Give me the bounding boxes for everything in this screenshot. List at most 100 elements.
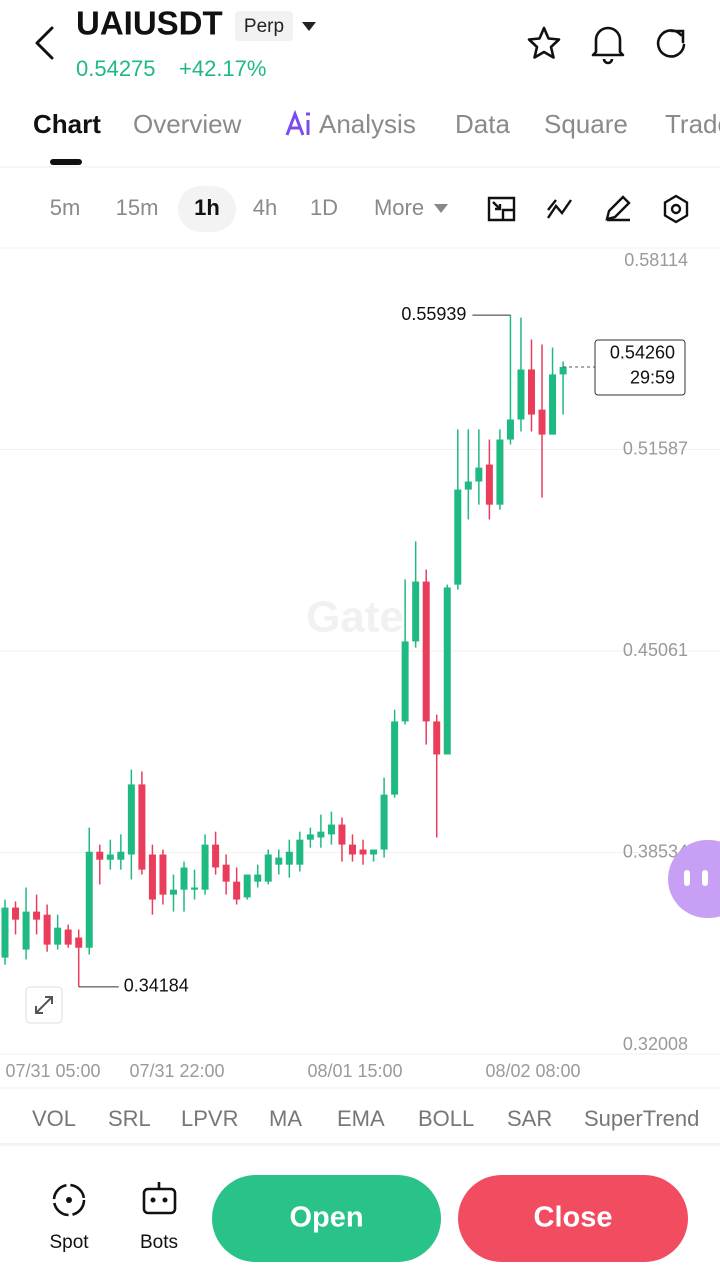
bots-label: Bots xyxy=(140,1232,178,1253)
x-tick-label: 07/31 05:00 xyxy=(5,1061,100,1081)
more-arrow[interactable] xyxy=(434,204,448,213)
close-label: Close xyxy=(534,1202,613,1234)
candle-body xyxy=(296,839,304,865)
indicator-option[interactable]: VOL xyxy=(32,1106,76,1131)
tab[interactable]: Square xyxy=(544,109,628,139)
interval-option[interactable]: 5m xyxy=(50,195,81,220)
candle-body xyxy=(96,851,104,860)
y-tick-label: 0.45061 xyxy=(623,640,688,660)
tab-bar: Chart Overview Analysis Data Square Trade xyxy=(33,109,720,139)
candle-body xyxy=(1,907,9,958)
candle-body xyxy=(191,887,199,890)
candle-body xyxy=(85,851,93,948)
x-tick-label: 08/02 08:00 xyxy=(485,1061,580,1081)
candle-body xyxy=(475,467,483,482)
indicator-option[interactable]: SRL xyxy=(108,1106,151,1131)
candle-body xyxy=(275,857,283,865)
symbol: UAIUSDT xyxy=(76,5,223,42)
back-button[interactable] xyxy=(35,26,54,60)
watermark: Gate xyxy=(306,593,404,642)
interval-option[interactable]: More xyxy=(374,195,424,220)
candle-body xyxy=(212,844,220,868)
candle-body xyxy=(222,864,230,882)
candle-body xyxy=(348,844,356,855)
indicator-icon[interactable] xyxy=(547,199,572,219)
ai-icon-glyph xyxy=(285,109,310,136)
candle-body xyxy=(391,721,399,795)
candle-body xyxy=(12,907,20,920)
candle-body xyxy=(254,874,262,882)
tab-indicator xyxy=(50,159,82,165)
tab[interactable]: Trade xyxy=(665,109,720,139)
assistant-eye xyxy=(684,870,690,886)
settings-icon[interactable] xyxy=(663,194,689,224)
candle-body xyxy=(412,581,420,642)
candle-body xyxy=(33,911,41,920)
spot-button[interactable]: Spot xyxy=(49,1183,89,1253)
interval-active-bg xyxy=(178,186,236,232)
indicator-option[interactable]: MA xyxy=(269,1106,302,1131)
share-icon[interactable] xyxy=(656,29,686,58)
indicator-option[interactable]: LPVR xyxy=(181,1106,238,1131)
candle-body xyxy=(538,409,546,435)
candle-body xyxy=(401,641,409,722)
favorite-icon[interactable] xyxy=(527,26,561,59)
interval-option[interactable]: 15m xyxy=(116,195,159,220)
y-tick-label: 0.38534 xyxy=(623,841,688,861)
candle-body xyxy=(327,824,335,835)
close-button[interactable]: Close xyxy=(458,1175,688,1262)
tab[interactable]: Chart xyxy=(33,109,101,139)
y-tick-label: 0.51587 xyxy=(623,438,688,458)
candle-body xyxy=(370,849,378,855)
open-button-bg xyxy=(212,1175,441,1262)
dropdown-icon[interactable] xyxy=(302,22,316,31)
candle-body xyxy=(138,784,146,870)
indicator-option[interactable]: SuperTrend xyxy=(584,1106,699,1131)
chart-tools xyxy=(487,194,689,224)
badge: Perp xyxy=(244,16,284,37)
candle-body xyxy=(22,911,30,950)
indicator-option[interactable]: BOLL xyxy=(418,1106,474,1131)
interval-option[interactable]: 4h xyxy=(253,195,277,220)
indicator-option[interactable]: EMA xyxy=(337,1106,385,1131)
change: +42.17% xyxy=(179,56,266,81)
candle-body xyxy=(380,794,388,850)
candle-body xyxy=(433,721,441,755)
interval-option[interactable]: 1D xyxy=(310,195,338,220)
layout-icon[interactable] xyxy=(487,196,516,222)
divider xyxy=(0,1143,720,1146)
price: 0.54275 xyxy=(76,56,156,81)
candle-body xyxy=(285,851,293,865)
open-button[interactable]: Open xyxy=(212,1175,441,1262)
candle-body xyxy=(485,464,493,505)
badge-bg xyxy=(235,11,293,41)
candle-body xyxy=(454,489,462,585)
assistant-bubble[interactable] xyxy=(668,840,720,918)
candle-body xyxy=(422,581,430,722)
spot-icon xyxy=(52,1183,86,1217)
fullscreen-icon xyxy=(35,996,53,1014)
chart: Gate 0.58114 0.51587 0.45061 0.38534 0.32008 0… xyxy=(0,247,720,1081)
indicator-option[interactable]: SAR xyxy=(507,1106,552,1131)
min-label: 0.34184 xyxy=(124,976,189,996)
candle-body xyxy=(464,481,472,490)
x-tick-label: 08/01 15:00 xyxy=(307,1061,402,1081)
candle-body xyxy=(549,374,557,435)
candle-body xyxy=(243,874,251,898)
candle-body xyxy=(233,881,241,900)
interval-option[interactable]: 1h xyxy=(194,195,220,220)
candle-body xyxy=(496,439,504,505)
alert-icon[interactable] xyxy=(591,26,625,65)
candle-body xyxy=(127,784,135,855)
bots-icon-eye xyxy=(150,1197,156,1203)
candle-body xyxy=(148,854,156,900)
bots-button[interactable]: Bots xyxy=(140,1182,178,1253)
candle-body xyxy=(338,824,346,845)
assistant-eye xyxy=(702,870,708,886)
tab[interactable]: Analysis xyxy=(319,109,416,139)
tab[interactable]: Overview xyxy=(133,109,242,139)
draw-icon[interactable] xyxy=(605,195,631,222)
tab[interactable]: Data xyxy=(455,109,510,139)
